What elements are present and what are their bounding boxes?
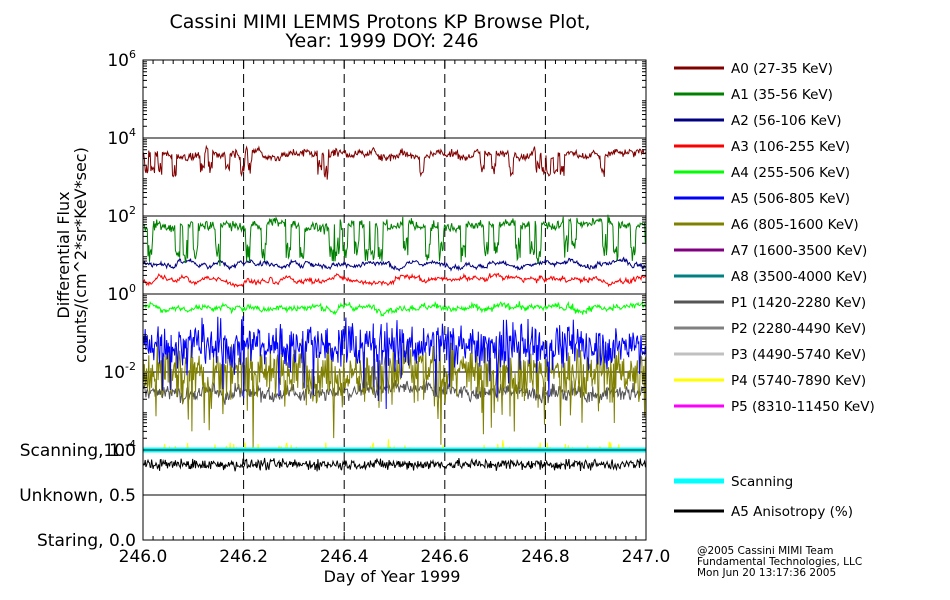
x-tick-label: 246.2 [219,547,268,567]
y-axis-label-line2: counts/(cm^2*sr*KeV*sec) [71,147,90,363]
scan-panel-label: Staring, 0.0 [37,531,136,551]
y-tick-label: 102 [107,204,136,227]
y-tick-label: 10-4 [103,438,136,461]
legend-label: A2 (56-106 KeV) [731,113,841,129]
credit-line-2: Fundamental Technologies, LLC [697,556,862,568]
series-line-a5-anisotropy [142,457,647,472]
legend-label: A5 Anisotropy (%) [731,504,853,520]
plot-frames [142,59,647,541]
scan-panel-label: Unknown, 0.5 [19,486,136,506]
scan-panel-labels: Scanning, 1.0 Unknown, 0.5 Staring, 0.0 [19,441,136,551]
y-tick-label: 104 [107,126,136,149]
chart-title: Cassini MIMI LEMMS Protons KP Browse Plo… [169,11,590,33]
y-tick-label: 106 [107,48,136,71]
legend-label: P1 (1420-2280 KeV) [731,295,866,311]
x-tick-label: 247.0 [622,547,671,567]
x-tick-label: 246.0 [119,547,168,567]
y-axis-label-line1: Differential Flux [54,191,73,318]
legend-label: A6 (805-1600 KeV) [731,217,859,233]
x-tick-labels: 246.0 246.2 246.4 246.6 246.8 247.0 [119,547,671,567]
series-layer [142,144,647,472]
x-tick-label: 246.8 [521,547,570,567]
scan-panel-label: Scanning, 1.0 [20,441,136,461]
series-line-a3 [142,272,647,288]
y-tick-labels: 106 104 102 100 10-2 10-4 [103,48,136,461]
legend-label: P2 (2280-4490 KeV) [731,321,866,337]
legend: A0 (27-35 KeV) A1 (35-56 KeV) A2 (56-106 K… [674,61,875,520]
x-axis-label: Day of Year 1999 [324,567,461,586]
legend-label: A7 (1600-3500 KeV) [731,243,867,259]
legend-label: Scanning [731,474,793,490]
series-line-a0 [142,144,646,180]
series-line-a4 [142,300,647,318]
legend-label: A1 (35-56 KeV) [731,87,833,103]
x-tick-label: 246.4 [320,547,369,567]
x-tick-label: 246.6 [420,547,469,567]
credit-line-1: @2005 Cassini MIMI Team [697,545,834,557]
legend-label: A0 (27-35 KeV) [731,61,833,77]
series-line-a5 [142,316,647,410]
series-line-a1 [142,214,647,267]
credit-line-3: Mon Jun 20 13:17:36 2005 [697,567,836,579]
y-tick-label: 10-2 [103,360,136,383]
y-tick-label: 100 [107,282,136,305]
scan-panel-frame [142,449,647,541]
legend-label: A5 (506-805 KeV) [731,191,850,207]
series-line-a2 [142,256,647,272]
legend-label: P3 (4490-5740 KeV) [731,347,866,363]
legend-label: A4 (255-506 KeV) [731,165,850,181]
legend-label: A3 (106-255 KeV) [731,139,850,155]
chart-subtitle: Year: 1999 DOY: 246 [284,30,478,52]
grid-lines [143,59,646,540]
legend-label: P4 (5740-7890 KeV) [731,373,866,389]
legend-label: P5 (8310-11450 KeV) [731,399,875,415]
legend-label: A8 (3500-4000 KeV) [731,269,867,285]
